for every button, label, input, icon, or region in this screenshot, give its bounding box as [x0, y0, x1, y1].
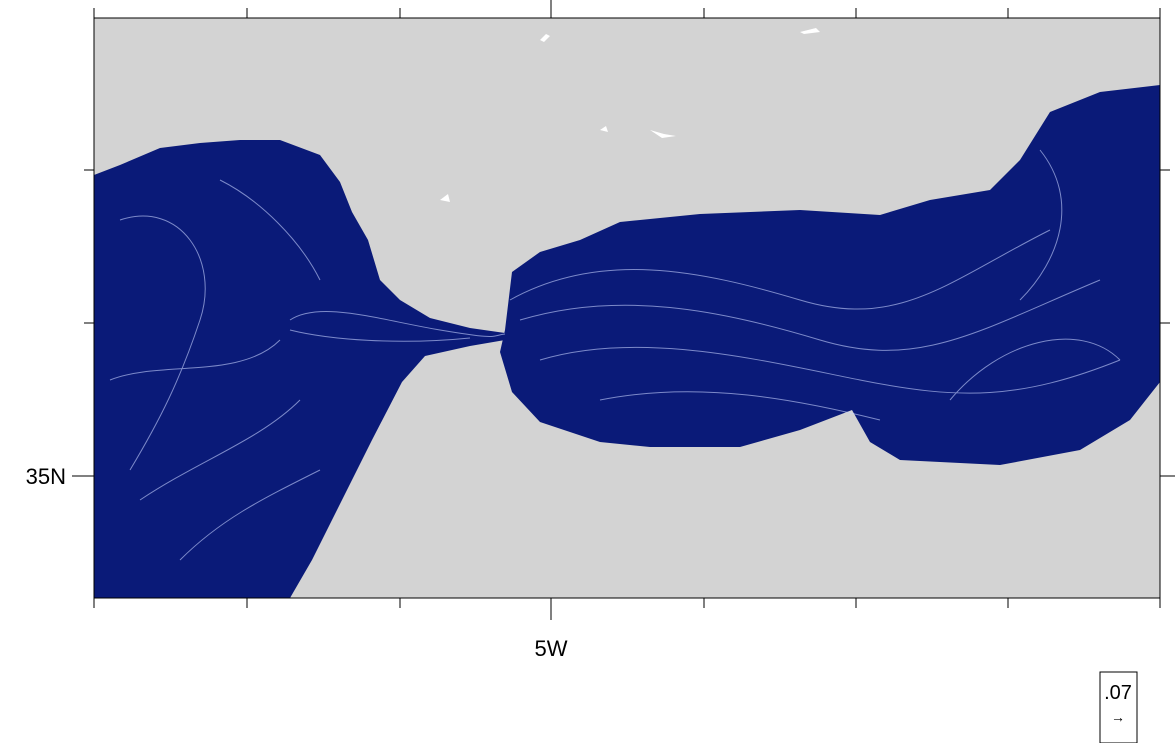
y-axis-label: 35N — [26, 464, 66, 489]
map-body — [94, 18, 1160, 598]
map: 35N 5W .07 → — [0, 0, 1175, 743]
legend-value: .07 — [1104, 682, 1132, 704]
x-axis-label: 5W — [535, 636, 568, 661]
page: 35N 5W .07 → (() => { const data = JSON.… — [0, 0, 1175, 743]
legend-arrow: → — [1111, 709, 1125, 725]
